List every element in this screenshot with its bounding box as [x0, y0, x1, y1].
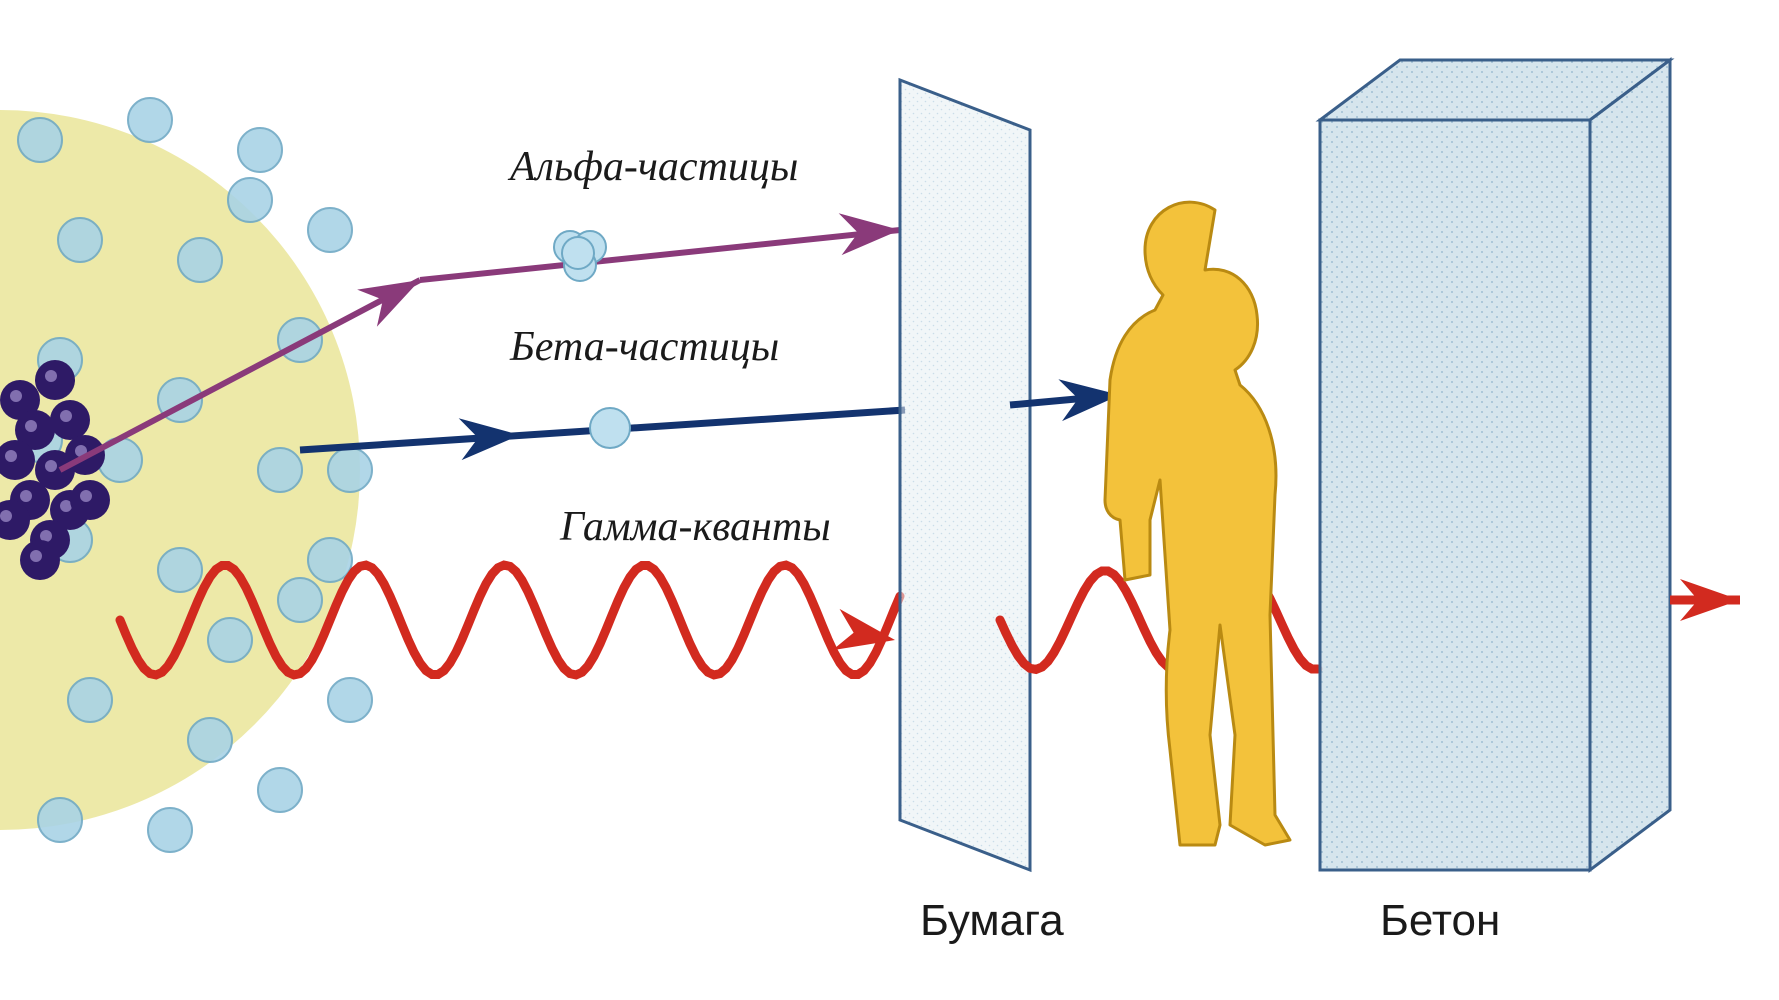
radiation-source — [0, 98, 372, 852]
gamma-ray-after-concrete — [1670, 579, 1740, 621]
concrete-barrier — [1320, 60, 1670, 870]
concrete-label: Бетон — [1380, 896, 1500, 945]
beta-ray — [300, 408, 905, 460]
alpha-label: Альфа-частицы — [507, 144, 798, 190]
beta-label: Бета-частицы — [509, 324, 779, 370]
human-figure — [1105, 202, 1290, 845]
paper-barrier — [900, 80, 1030, 870]
paper-label: Бумага — [920, 896, 1064, 945]
gamma-label: Гамма-кванты — [559, 504, 831, 550]
